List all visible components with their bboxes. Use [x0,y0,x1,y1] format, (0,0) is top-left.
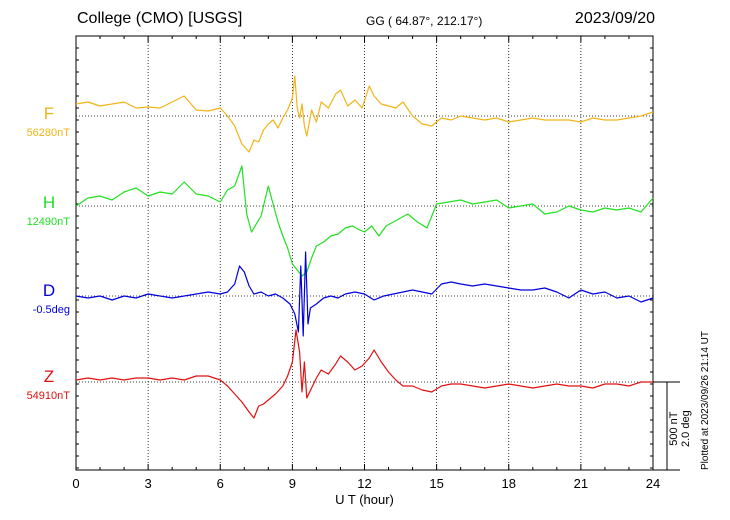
x-tick-label: 3 [145,476,152,491]
x-tick-label: 24 [646,476,660,491]
baseline-label-f: 56280nT [26,127,70,139]
series-line-z [75,329,653,419]
series-line-d [75,251,654,337]
x-tick-label: 18 [502,476,516,491]
x-tick-label: 6 [217,476,224,491]
station-coordinates: GG ( 64.87°, 212.17°) [366,14,483,28]
x-axis-label: U T (hour) [335,492,394,507]
series-label-d: D [42,281,56,300]
plot-date: 2023/09/20 [574,10,655,27]
scale-deg-label: 2.0 deg [680,410,692,447]
scale-nt-label: 500 nT [668,411,680,446]
series-label-f: F [43,104,55,123]
station-title: College (CMO) [USGS] [77,10,243,27]
scale-bar-label: 500 nT 2.0 deg [668,410,692,447]
plotted-timestamp: Plotted at 2023/09/26 21:14 UT [700,331,711,470]
x-tick-label: 0 [72,476,79,491]
x-tick-label: 9 [289,476,296,491]
x-tick-label: 21 [574,476,588,491]
series-label-h: H [42,193,56,212]
x-tick-label: 15 [429,476,443,491]
series-line-h [75,165,654,277]
series-line-f [75,75,654,153]
baseline-label-z: 54910nT [26,390,70,402]
baseline-label-h: 12490nT [26,216,70,228]
series-label-z: Z [43,367,55,386]
x-tick-label: 12 [357,476,371,491]
baseline-label-d: -0.5deg [32,304,70,316]
